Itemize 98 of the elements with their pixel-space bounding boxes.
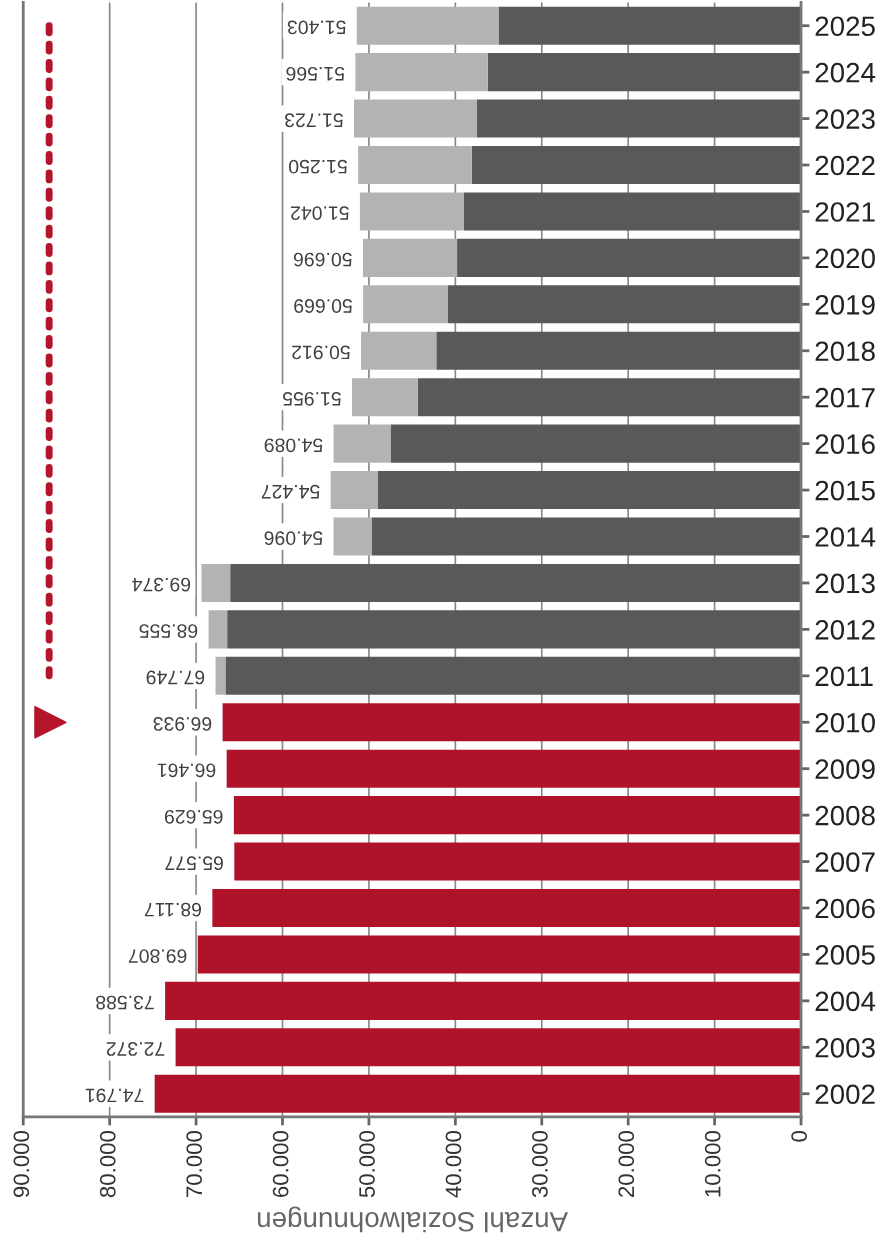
bar [330, 471, 378, 510]
x-tick-label: 50.000 [359, 1131, 375, 1198]
y-tick-label: 2007 [815, 852, 875, 872]
bar [463, 192, 802, 231]
total-label: 51.042 [291, 206, 349, 221]
y-tick-label: 2015 [815, 480, 875, 501]
y-tick-label: 2008 [815, 805, 875, 826]
total-label: 51.403 [287, 20, 346, 35]
bar [354, 99, 477, 138]
total-label: 74.791 [85, 1088, 144, 1103]
bar [487, 53, 802, 92]
y-tick-label: 2023 [815, 109, 875, 129]
bar [222, 703, 802, 742]
total-label: 73.588 [96, 995, 154, 1010]
total-label: 65.577 [165, 856, 223, 871]
bar [234, 842, 802, 881]
y-tick-label: 2018 [815, 341, 875, 362]
y-tick-label: 2019 [815, 295, 875, 315]
bar [390, 424, 802, 463]
x-tick-label: 10.000 [704, 1131, 721, 1197]
bar [333, 517, 372, 556]
total-label: 68.117 [144, 902, 201, 917]
y-tick-label: 2012 [815, 620, 875, 640]
total-label: 51.566 [286, 66, 345, 81]
bar [208, 610, 228, 649]
bar [165, 981, 802, 1020]
y-tick-label: 2016 [815, 434, 875, 454]
bar [212, 888, 802, 928]
bar [457, 238, 802, 277]
total-label: 66.933 [153, 717, 212, 731]
x-tick-label: 80.000 [99, 1131, 116, 1198]
bar [230, 563, 802, 602]
y-tick-label: 2021 [815, 202, 875, 222]
bar [215, 656, 226, 695]
y-tick-label: 2025 [815, 16, 875, 37]
x-tick-label: 40.000 [445, 1131, 462, 1198]
bar [476, 99, 802, 138]
total-label: 72.372 [106, 1042, 165, 1056]
bar [362, 238, 458, 277]
y-tick-label: 2002 [815, 1084, 875, 1105]
y-tick-label: 2013 [815, 573, 875, 594]
bar [197, 935, 802, 974]
total-label: 51.250 [289, 159, 347, 174]
bar [201, 563, 231, 602]
y-tick-label: 2022 [815, 155, 875, 176]
bar [417, 378, 802, 417]
y-tick-label: 2011 [815, 666, 873, 687]
y-tick-label: 2020 [815, 248, 875, 269]
y-tick-label: 2004 [815, 991, 876, 1012]
bar [448, 285, 802, 324]
total-label: 67.749 [146, 670, 205, 685]
total-label: 65.629 [164, 809, 223, 824]
bar [371, 517, 802, 556]
y-tick-label: 2024 [815, 62, 876, 83]
total-label: 54.427 [261, 484, 320, 499]
bar [355, 53, 488, 92]
y-tick-label: 2003 [815, 1037, 875, 1058]
y-tick-label: 2010 [815, 712, 875, 733]
total-label: 54.096 [264, 531, 323, 546]
x-tick-label: 60.000 [272, 1131, 289, 1197]
y-tick-label: 2014 [815, 527, 876, 547]
total-label: 69.374 [132, 577, 191, 592]
bar [356, 6, 499, 45]
total-label: 54.089 [264, 438, 323, 453]
total-label: 68.555 [139, 624, 198, 638]
bar [498, 6, 802, 45]
bar [333, 424, 391, 463]
bar [175, 1028, 802, 1067]
bar [471, 145, 802, 185]
bar [226, 749, 802, 788]
total-label: 50.669 [294, 299, 352, 313]
bar [227, 610, 802, 649]
total-label: 50.696 [293, 252, 352, 267]
y-tick-label: 2009 [815, 759, 875, 780]
bar [377, 471, 802, 510]
bar [225, 656, 802, 695]
total-label: 51.723 [285, 113, 343, 128]
total-label: 50.912 [292, 345, 350, 360]
x-tick-label: 20.000 [618, 1131, 635, 1197]
bar [436, 331, 802, 370]
total-label: 66.461 [157, 763, 216, 778]
x-tick-label: 0 [791, 1131, 807, 1142]
bar [359, 192, 464, 231]
bar [363, 285, 448, 324]
x-axis-title: Anzahl Sozialwohnungen [257, 1206, 569, 1233]
bar [361, 331, 437, 370]
bar [352, 378, 418, 417]
total-label: 51.955 [283, 391, 341, 406]
y-tick-label: 2005 [815, 945, 875, 965]
y-tick-label: 2006 [815, 898, 875, 919]
bar [154, 1074, 802, 1113]
bar [233, 796, 802, 835]
x-tick-label: 70.000 [186, 1131, 203, 1197]
total-label: 69.807 [128, 949, 187, 963]
x-tick-label: 90.000 [13, 1131, 30, 1198]
y-tick-label: 2017 [815, 387, 875, 408]
x-tick-label: 30.000 [531, 1131, 548, 1198]
bar [358, 145, 472, 185]
